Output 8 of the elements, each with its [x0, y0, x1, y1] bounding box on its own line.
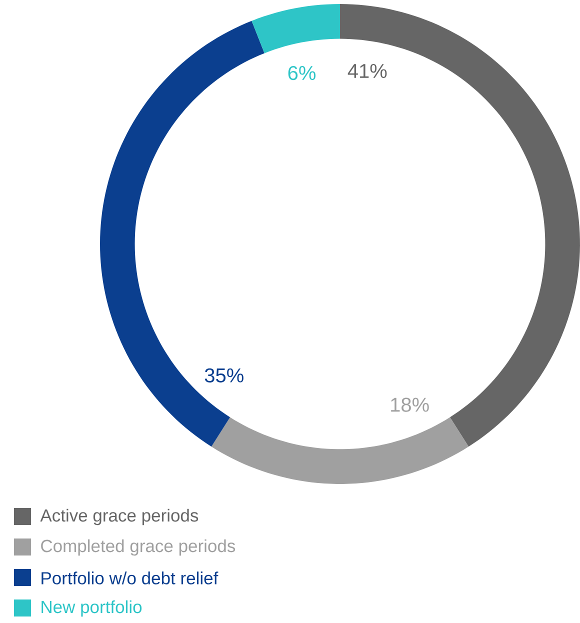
data-label: 6% [288, 66, 316, 80]
data-label: 18% [391, 398, 429, 412]
legend-label: Portfolio w/o debt relief [42, 572, 218, 584]
legend-label: Completed grace periods [41, 539, 236, 556]
legend-label: New portfolio [42, 600, 142, 617]
legend-label: Active grace periods [40, 508, 198, 526]
data-label: 41% [348, 64, 387, 78]
data-label: 35% [204, 368, 244, 382]
